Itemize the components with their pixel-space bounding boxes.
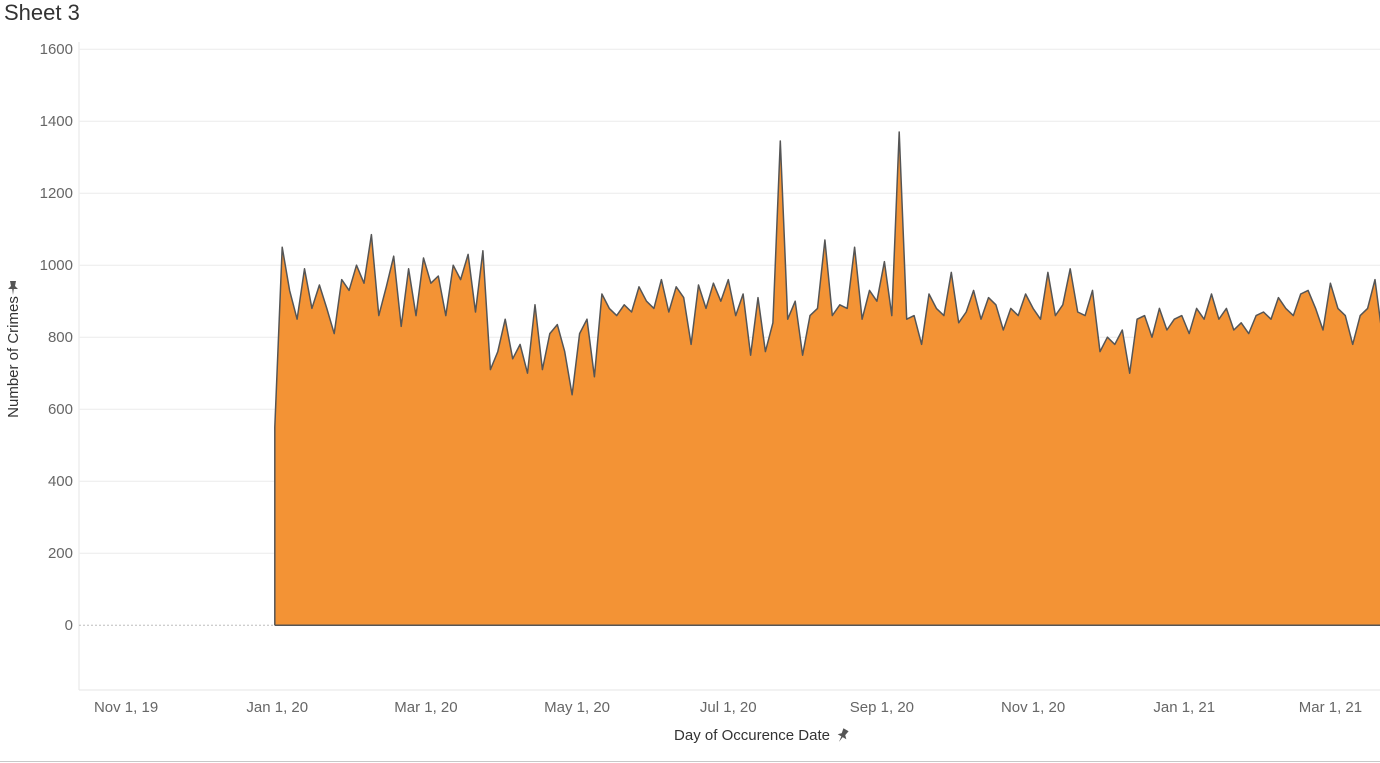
x-tick-label: Jan 1, 21: [1153, 699, 1215, 716]
x-tick-label: May 1, 20: [544, 699, 610, 716]
y-axis: 0 200 400 600 800 1000 1200 1400 1600: [40, 41, 73, 634]
y-tick-label: 1200: [40, 185, 73, 202]
x-axis: Nov 1, 19 Jan 1, 20 Mar 1, 20 May 1, 20 Jul …: [94, 699, 1362, 716]
y-axis-title-group[interactable]: Number of Crimes: [5, 281, 22, 418]
y-tick-label: 200: [48, 545, 73, 562]
y-axis-title: Number of Crimes: [5, 296, 22, 418]
y-tick-label: 1600: [40, 41, 73, 58]
area-fill[interactable]: [274, 132, 1380, 626]
y-tick-label: 400: [48, 473, 73, 490]
x-tick-label: Nov 1, 20: [1001, 699, 1065, 716]
x-tick-label: Jan 1, 20: [246, 699, 308, 716]
pin-icon[interactable]: [8, 281, 18, 295]
y-tick-label: 1400: [40, 113, 73, 130]
divider: [0, 761, 1380, 762]
x-axis-title: Day of Occurence Date: [674, 727, 830, 744]
x-axis-title-group[interactable]: Day of Occurence Date: [674, 727, 850, 744]
x-tick-label: Mar 1, 21: [1299, 699, 1362, 716]
x-tick-label: Mar 1, 20: [394, 699, 457, 716]
y-tick-label: 600: [48, 401, 73, 418]
sheet-title: Sheet 3: [4, 0, 80, 25]
x-tick-label: Sep 1, 20: [850, 699, 914, 716]
y-tick-label: 800: [48, 329, 73, 346]
y-tick-label: 1000: [40, 257, 73, 274]
area-line[interactable]: [274, 131, 1380, 626]
x-tick-label: Nov 1, 19: [94, 699, 158, 716]
y-tick-label: 0: [65, 617, 73, 634]
pin-icon[interactable]: [835, 727, 851, 744]
x-tick-label: Jul 1, 20: [700, 699, 757, 716]
plot-area[interactable]: [274, 131, 1380, 626]
